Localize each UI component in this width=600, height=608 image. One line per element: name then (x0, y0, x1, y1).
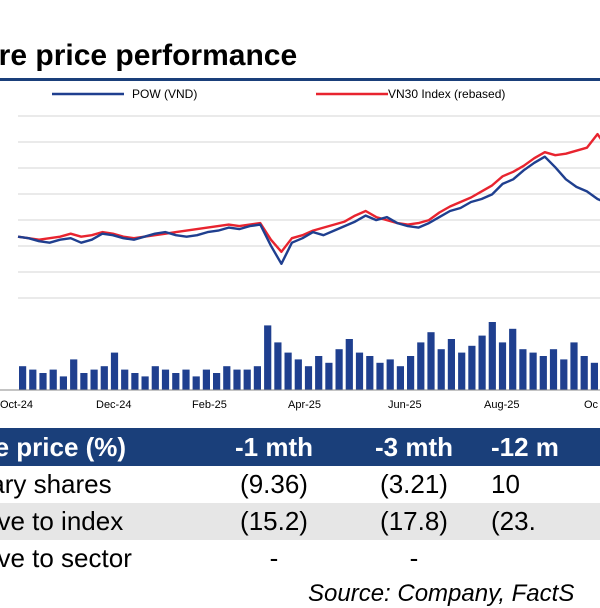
header-label: are price (%) (0, 428, 205, 466)
volume-bar (284, 352, 292, 390)
volume-bar (447, 339, 455, 390)
volume-bar (488, 322, 496, 390)
cell: (9.36) (240, 469, 308, 499)
series-line (17, 132, 600, 254)
volume-bar (386, 359, 394, 390)
volume-bar (39, 373, 47, 390)
volume-bar (529, 352, 537, 390)
x-tick-label: Jun-25 (388, 399, 422, 411)
chart-title: are price performance (0, 39, 298, 72)
legend-label: VN30 Index (rebased) (388, 87, 505, 101)
volume-bar (141, 376, 149, 390)
price-chart: POW (VND) VN30 Index (rebased) Oct-24 Dec-… (0, 87, 600, 411)
title-rule (0, 78, 600, 81)
cell: (17.8) (343, 503, 485, 540)
volume-bar (223, 366, 231, 390)
volume-bar (264, 325, 272, 390)
cell: - (409, 543, 419, 573)
volume-bar (519, 349, 527, 390)
volume-bar (458, 352, 466, 390)
table-header-row: are price (%) -1 mth -3 mth -12 m (0, 428, 600, 466)
x-tick-label: Oct-24 (0, 399, 33, 411)
grid-lines (18, 115, 600, 299)
row-label: ative to sector (0, 543, 132, 573)
volume-bar (498, 342, 507, 390)
volume-bar (100, 366, 108, 390)
x-tick-label: Aug-25 (484, 399, 519, 411)
volume-bar (478, 335, 486, 390)
volume-bar (509, 328, 517, 390)
volume-bar (29, 369, 37, 390)
volume-bar (437, 349, 445, 390)
volume-bar (417, 342, 425, 390)
volume-bar (549, 349, 558, 390)
performance-table: are price (%) -1 mth -3 mth -12 m inary … (0, 428, 600, 577)
volume-bar (315, 356, 323, 390)
volume-bar (202, 369, 210, 390)
volume-bar (121, 369, 129, 390)
x-axis: Oct-24 Dec-24 Feb-25 Apr-25 Jun-25 Aug-25 Oc (0, 399, 599, 411)
legend: POW (VND) VN30 Index (rebased) (52, 87, 505, 101)
volume-bar (580, 356, 588, 390)
x-tick-label: Feb-25 (192, 399, 227, 411)
volume-bar (233, 369, 241, 390)
volume-bar (304, 366, 313, 390)
cell: (3.21) (380, 469, 448, 499)
header-3m: -3 mth (343, 428, 485, 466)
header-12m: -12 m (485, 428, 600, 466)
table-row: ative to index (15.2) (17.8) (23. (0, 503, 600, 540)
volume-bar (253, 366, 261, 390)
series-lines (17, 132, 600, 266)
table-row: inary shares (9.36) (3.21) 10 (0, 466, 600, 503)
volume-bar (325, 362, 333, 390)
volume-bar (151, 366, 159, 390)
volume-bar (396, 366, 404, 390)
source-note: Source: Company, FactS (308, 580, 575, 607)
header-1m: -1 mth (205, 428, 343, 466)
volume-bar (80, 373, 88, 390)
series-line (17, 155, 600, 266)
volume-bar (70, 359, 78, 390)
volume-bar (570, 342, 578, 390)
x-tick-label: Dec-24 (96, 399, 131, 411)
legend-label: POW (VND) (132, 87, 197, 101)
volume-bar (590, 362, 598, 390)
volume-bar (294, 359, 302, 390)
cell: (15.2) (205, 503, 343, 540)
row-label: ative to index (0, 503, 205, 540)
volume-bar (274, 342, 282, 390)
volume-bar (468, 345, 476, 390)
volume-bar (427, 332, 435, 390)
volume-bar (539, 356, 547, 390)
cell: 10 (491, 469, 520, 499)
volume-bar (560, 359, 568, 390)
volume-bar (366, 356, 374, 390)
volume-bars (0, 322, 600, 391)
volume-bar (90, 369, 98, 390)
volume-bar (335, 349, 343, 390)
volume-bar (110, 352, 119, 390)
volume-bar (161, 369, 170, 390)
volume-bar (213, 373, 221, 390)
volume-bar (407, 356, 415, 390)
row-label: inary shares (0, 469, 112, 499)
volume-bar (182, 369, 190, 390)
volume-bar (345, 339, 353, 390)
volume-bar (131, 373, 139, 390)
volume-bar (59, 376, 67, 390)
volume-bar (49, 369, 57, 390)
cell: (23. (485, 503, 600, 540)
volume-bar (243, 369, 251, 390)
x-tick-label: Apr-25 (288, 399, 321, 411)
cell: - (269, 543, 279, 573)
cell (485, 540, 600, 577)
x-tick-label: Oc (584, 399, 599, 411)
volume-bar (19, 366, 27, 390)
volume-bar (172, 373, 180, 390)
volume-bar (355, 352, 364, 390)
table-row: ative to sector - - (0, 540, 600, 577)
volume-bar (192, 376, 200, 390)
volume-bar (376, 362, 384, 390)
